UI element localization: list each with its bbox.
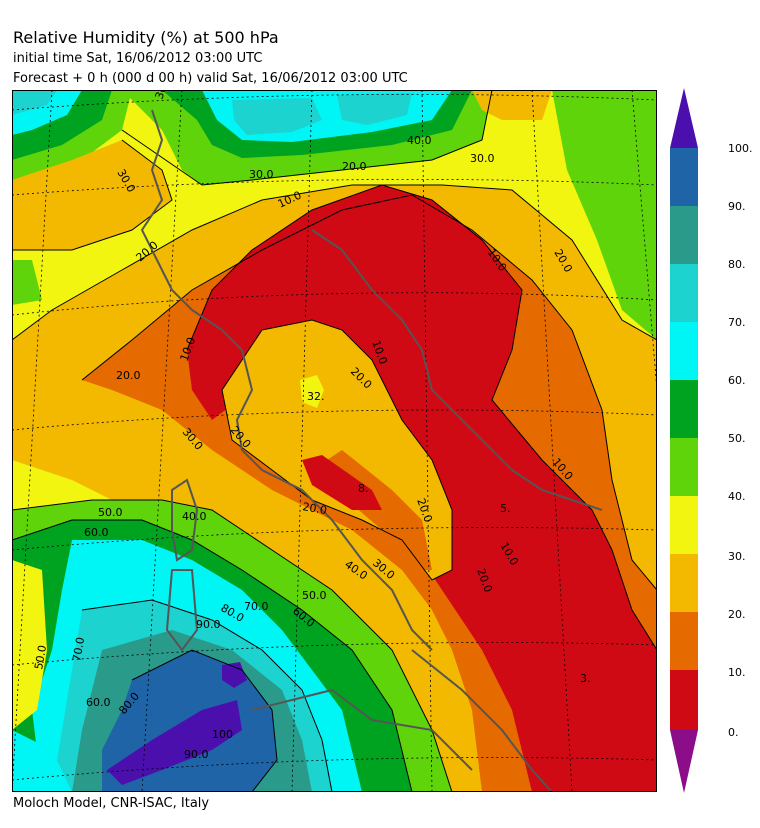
legend-tick: 40. — [728, 490, 746, 503]
contour-label: 100 — [212, 728, 233, 741]
legend-swatch-20-30 — [670, 554, 698, 612]
band-west-yellow — [12, 560, 47, 730]
band-north-lcyan — [232, 98, 322, 135]
band-20-30-nw — [12, 140, 172, 250]
contour-label: 30.0 — [153, 90, 174, 101]
contour-label: 8. — [358, 482, 369, 495]
legend-tick: 70. — [728, 316, 746, 329]
contour-label: 30.0 — [249, 168, 274, 181]
contour-label: 40.0 — [182, 510, 207, 523]
legend-tick: 50. — [728, 432, 746, 445]
legend-swatch-30-40 — [670, 496, 698, 554]
contour-label: 20.0 — [116, 369, 141, 382]
graticule — [12, 90, 657, 792]
legend-top-arrow — [670, 88, 698, 148]
band-40-50-west — [12, 260, 42, 305]
legend-swatch-50-60 — [670, 380, 698, 438]
legend-tick: 10. — [728, 666, 746, 679]
contour-label: 70.0 — [244, 600, 269, 613]
contour-label: 50.0 — [302, 589, 327, 602]
legend-swatch-10-20 — [670, 612, 698, 670]
color-scale-legend — [670, 88, 698, 793]
band-40-50-east — [552, 90, 657, 340]
contour-label: 3. — [580, 672, 591, 685]
contour-label: 5. — [500, 502, 511, 515]
humidity-map: 30.0 40.0 30.0 30.0 20.0 10.0 20.0 30.0 … — [12, 90, 657, 792]
legend-tick: 90. — [728, 200, 746, 213]
legend-tick: 80. — [728, 258, 746, 271]
band-sw-corner-cyan — [12, 730, 72, 792]
initial-time: initial time Sat, 16/06/2012 03:00 UTC — [13, 51, 263, 66]
contour-label: 30.0 — [470, 152, 495, 165]
contour-label: 90.0 — [196, 618, 221, 631]
contour-label: 90.0 — [184, 748, 209, 761]
contour-lines — [12, 90, 657, 792]
legend-swatch-80-90 — [670, 206, 698, 264]
legend-swatch-60-70 — [670, 322, 698, 380]
contour-label: 50.0 — [98, 506, 123, 519]
band-sw-violet2 — [222, 662, 247, 688]
contour-label: 20.0 — [301, 500, 327, 517]
legend-swatch-70-80 — [670, 264, 698, 322]
contour-label: 50.0 — [32, 644, 49, 670]
band-center-30-40 — [300, 375, 324, 408]
legend-tick: 30. — [728, 550, 746, 563]
legend-tick: 60. — [728, 374, 746, 387]
legend-swatch-40-50 — [670, 438, 698, 496]
contour-label: 70.0 — [70, 636, 87, 662]
model-credit: Moloch Model, CNR-ISAC, Italy — [13, 796, 210, 811]
coastlines — [140, 109, 603, 792]
contour-label: 60.0 — [86, 696, 111, 709]
forecast-valid-time: Forecast + 0 h (000 d 00 h) valid Sat, 1… — [13, 71, 408, 86]
legend-tick: 100. — [728, 142, 753, 155]
legend-tick: 0. — [728, 726, 739, 739]
contour-label: 60.0 — [84, 526, 109, 539]
band-north-lcyan2 — [337, 93, 412, 125]
band-20-30-ne — [472, 90, 552, 120]
map-title: Relative Humidity (%) at 500 hPa — [13, 28, 279, 47]
legend-tick: 20. — [728, 608, 746, 621]
legend-swatch-0-10 — [670, 670, 698, 730]
legend-swatch-90-100 — [670, 148, 698, 206]
band-center-0-10 — [302, 455, 382, 510]
contour-label: 40.0 — [407, 134, 432, 147]
contour-label: 32. — [307, 390, 325, 403]
contour-label: 20.0 — [342, 160, 367, 173]
legend-bottom-arrow — [670, 730, 698, 793]
band-sw-violet — [107, 700, 242, 785]
